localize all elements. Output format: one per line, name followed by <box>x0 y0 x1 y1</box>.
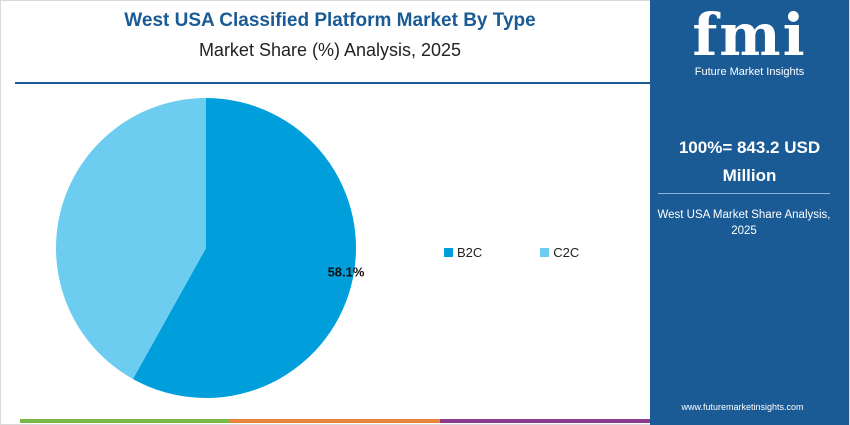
panel-note: West USA Market Share Analysis, 2025 <box>657 209 831 237</box>
legend: B2C C2C <box>444 245 579 260</box>
market-total-value: 100%= 843.2 USD <box>678 138 821 157</box>
logo-wordmark: fmi <box>692 1 807 69</box>
market-total-unit: Million <box>722 166 777 185</box>
website-url[interactable]: www.futuremarketinsights.com <box>681 402 804 412</box>
legend-swatch-c2c <box>540 248 550 257</box>
bottom-color-bar <box>20 419 650 423</box>
legend-swatch-b2c <box>444 248 453 257</box>
pie-slice-c2c <box>55 98 206 379</box>
title-divider <box>15 82 650 84</box>
legend-label-b2c: B2C <box>457 245 483 260</box>
logo-caption: Future Market Insights <box>694 66 805 78</box>
legend-item-b2c: B2C <box>444 245 482 260</box>
chart-subtitle: Market Share (%) Analysis, 2025 <box>198 40 462 60</box>
bottom-bar-segment-orange <box>230 419 440 423</box>
pie-chart: 58.1% <box>55 98 365 398</box>
bottom-bar-segment-green <box>20 419 230 423</box>
fmi-logo: fmi Future Market Insights <box>650 6 849 78</box>
pie-label-b2c: 58.1% <box>328 264 365 279</box>
panel-divider <box>658 193 830 194</box>
bottom-bar-segment-purple <box>440 419 650 423</box>
legend-label-c2c: C2C <box>553 245 580 260</box>
info-panel: fmi Future Market Insights 100%= 843.2 U… <box>650 0 849 425</box>
market-total: 100%= 843.2 USD Million <box>650 134 849 190</box>
legend-item-c2c: C2C <box>540 245 579 260</box>
chart-title: West USA Classified Platform Market By T… <box>124 10 536 31</box>
pie-slice-b2c <box>132 98 357 398</box>
